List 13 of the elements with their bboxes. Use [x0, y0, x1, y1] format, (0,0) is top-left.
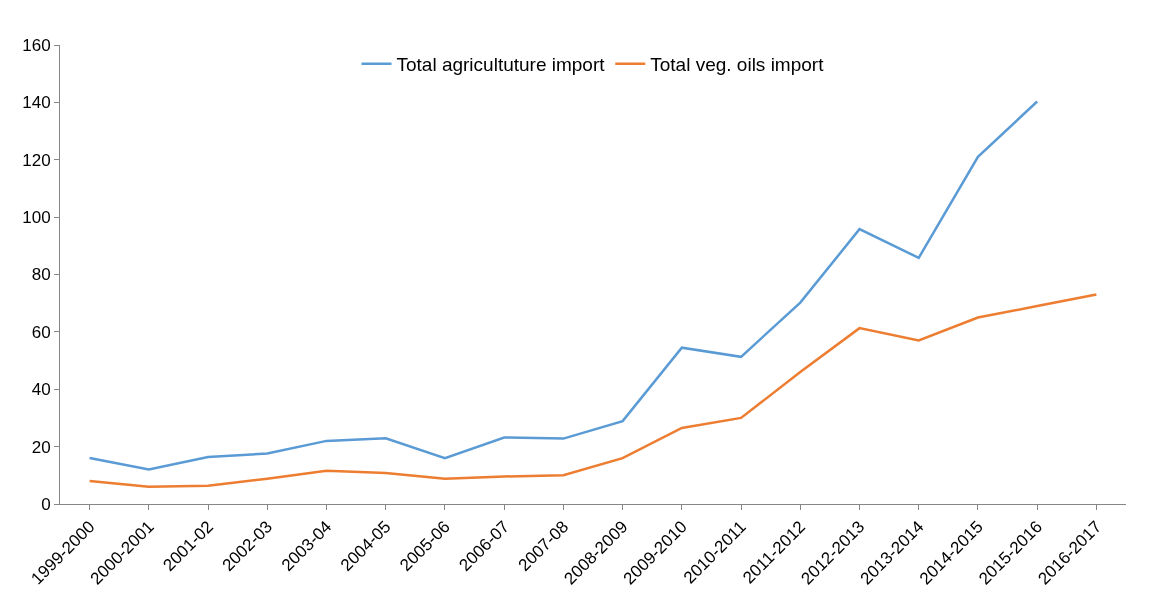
y-tick-label: 40	[31, 380, 51, 400]
y-tick-label: 60	[31, 322, 51, 342]
y-tick-label: 160	[22, 35, 51, 55]
line-series	[88, 293, 1098, 489]
legend-label: Total veg. oils import	[650, 54, 825, 76]
y-tick-label: 120	[22, 150, 51, 170]
y-tick-label: 0	[41, 494, 51, 514]
y-tick-label: 20	[31, 437, 51, 457]
y-tick-label: 80	[31, 265, 51, 285]
y-tick-label: 100	[22, 208, 51, 228]
legend-label: Total agricultuture import	[396, 54, 606, 76]
line-series	[88, 100, 1039, 471]
y-tick-label: 140	[22, 93, 51, 113]
